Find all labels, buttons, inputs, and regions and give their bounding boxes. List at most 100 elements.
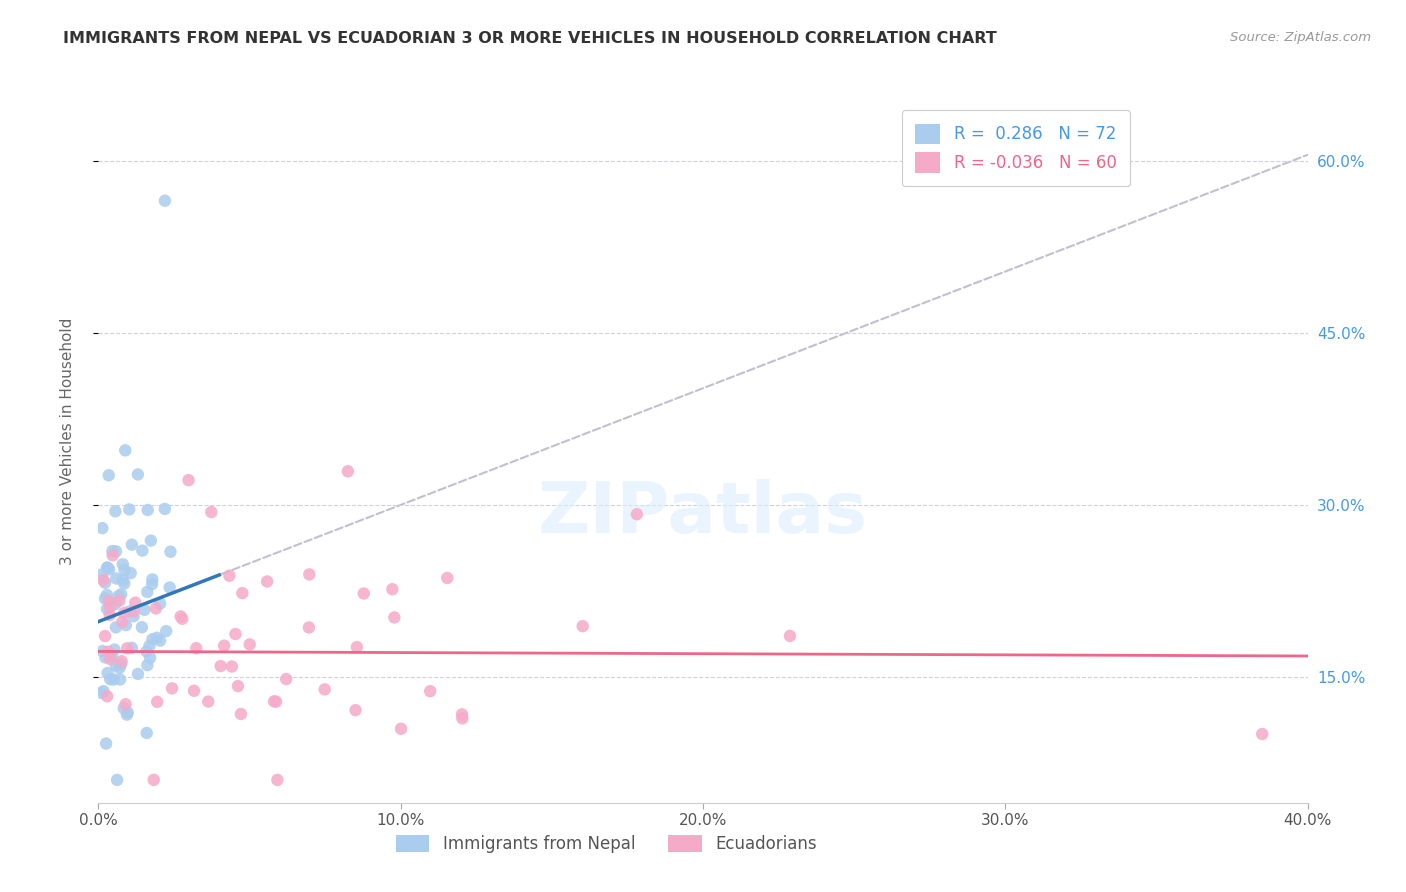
Point (110, 657, 132, 672)
Point (93, 684, 115, 698)
Point (451, 711, 474, 725)
Point (110, 587, 132, 601)
Point (218, 568, 240, 582)
Point (146, 631, 169, 645)
Point (111, 615, 134, 629)
Point (112, 606, 135, 620)
Point (104, 597, 127, 611)
Point (256, 574, 278, 589)
Point (108, 593, 131, 607)
Point (112, 701, 135, 715)
Point (97, 645, 120, 659)
Point (170, 609, 193, 624)
Point (436, 571, 458, 585)
Point (159, 581, 181, 595)
Legend: Immigrants from Nepal, Ecuadorians: Immigrants from Nepal, Ecuadorians (389, 828, 824, 860)
Point (96, 560, 118, 574)
Point (353, 586, 375, 600)
Point (118, 604, 141, 618)
Point (264, 695, 287, 709)
Point (122, 609, 145, 624)
Text: ZIPatlas: ZIPatlas (538, 479, 868, 549)
Point (298, 567, 321, 582)
Point (145, 601, 167, 615)
Point (107, 589, 129, 603)
Point (94, 591, 117, 606)
Point (118, 502, 141, 516)
Point (90, 686, 112, 700)
Point (200, 505, 222, 519)
Text: Source: ZipAtlas.com: Source: ZipAtlas.com (1230, 31, 1371, 45)
Point (114, 563, 136, 577)
Point (381, 582, 404, 597)
Point (124, 596, 146, 610)
Point (149, 597, 172, 611)
Point (419, 684, 441, 698)
Point (97, 468, 120, 483)
Point (115, 618, 138, 632)
Point (100, 648, 122, 663)
Point (344, 703, 367, 717)
Point (139, 533, 162, 548)
Point (779, 629, 801, 643)
Point (121, 538, 143, 552)
Point (96, 588, 118, 602)
Point (136, 585, 159, 599)
Point (104, 658, 127, 673)
Point (96, 601, 118, 615)
Point (112, 576, 135, 591)
Point (209, 659, 232, 673)
Point (98, 607, 121, 622)
Point (120, 566, 142, 580)
Point (197, 695, 219, 709)
Point (136, 503, 159, 517)
Point (114, 698, 136, 712)
Point (172, 612, 194, 626)
Point (346, 640, 368, 654)
Point (389, 722, 412, 736)
Point (142, 772, 165, 787)
Point (382, 610, 405, 624)
Point (108, 673, 131, 687)
Point (115, 641, 138, 656)
Point (94, 629, 117, 643)
Point (127, 467, 149, 482)
Point (115, 707, 138, 722)
Point (276, 672, 298, 686)
Point (135, 644, 157, 658)
Text: IMMIGRANTS FROM NEPAL VS ECUADORIAN 3 OR MORE VEHICLES IN HOUSEHOLD CORRELATION : IMMIGRANTS FROM NEPAL VS ECUADORIAN 3 OR… (63, 31, 997, 46)
Point (97, 666, 120, 681)
Point (266, 772, 288, 787)
Point (127, 667, 149, 681)
Point (111, 654, 134, 668)
Point (212, 639, 235, 653)
Point (229, 706, 252, 721)
Point (105, 572, 128, 586)
Point (103, 673, 125, 687)
Point (111, 558, 134, 572)
Point (131, 543, 153, 558)
Point (155, 624, 177, 639)
Point (103, 642, 125, 657)
Point (91, 573, 114, 587)
Point (94, 650, 117, 665)
Point (108, 661, 131, 675)
Point (117, 706, 139, 720)
Point (98, 672, 121, 686)
Point (263, 694, 285, 708)
Point (101, 544, 124, 558)
Point (111, 574, 134, 588)
Point (105, 772, 128, 787)
Point (94, 575, 117, 590)
Point (136, 658, 159, 673)
Point (122, 604, 145, 618)
Point (153, 194, 176, 208)
Point (97, 560, 120, 574)
Point (121, 640, 143, 655)
Point (451, 707, 474, 722)
Point (96, 690, 118, 704)
Point (98, 600, 121, 615)
Point (101, 549, 124, 563)
Point (91, 521, 114, 535)
Point (94, 737, 117, 751)
